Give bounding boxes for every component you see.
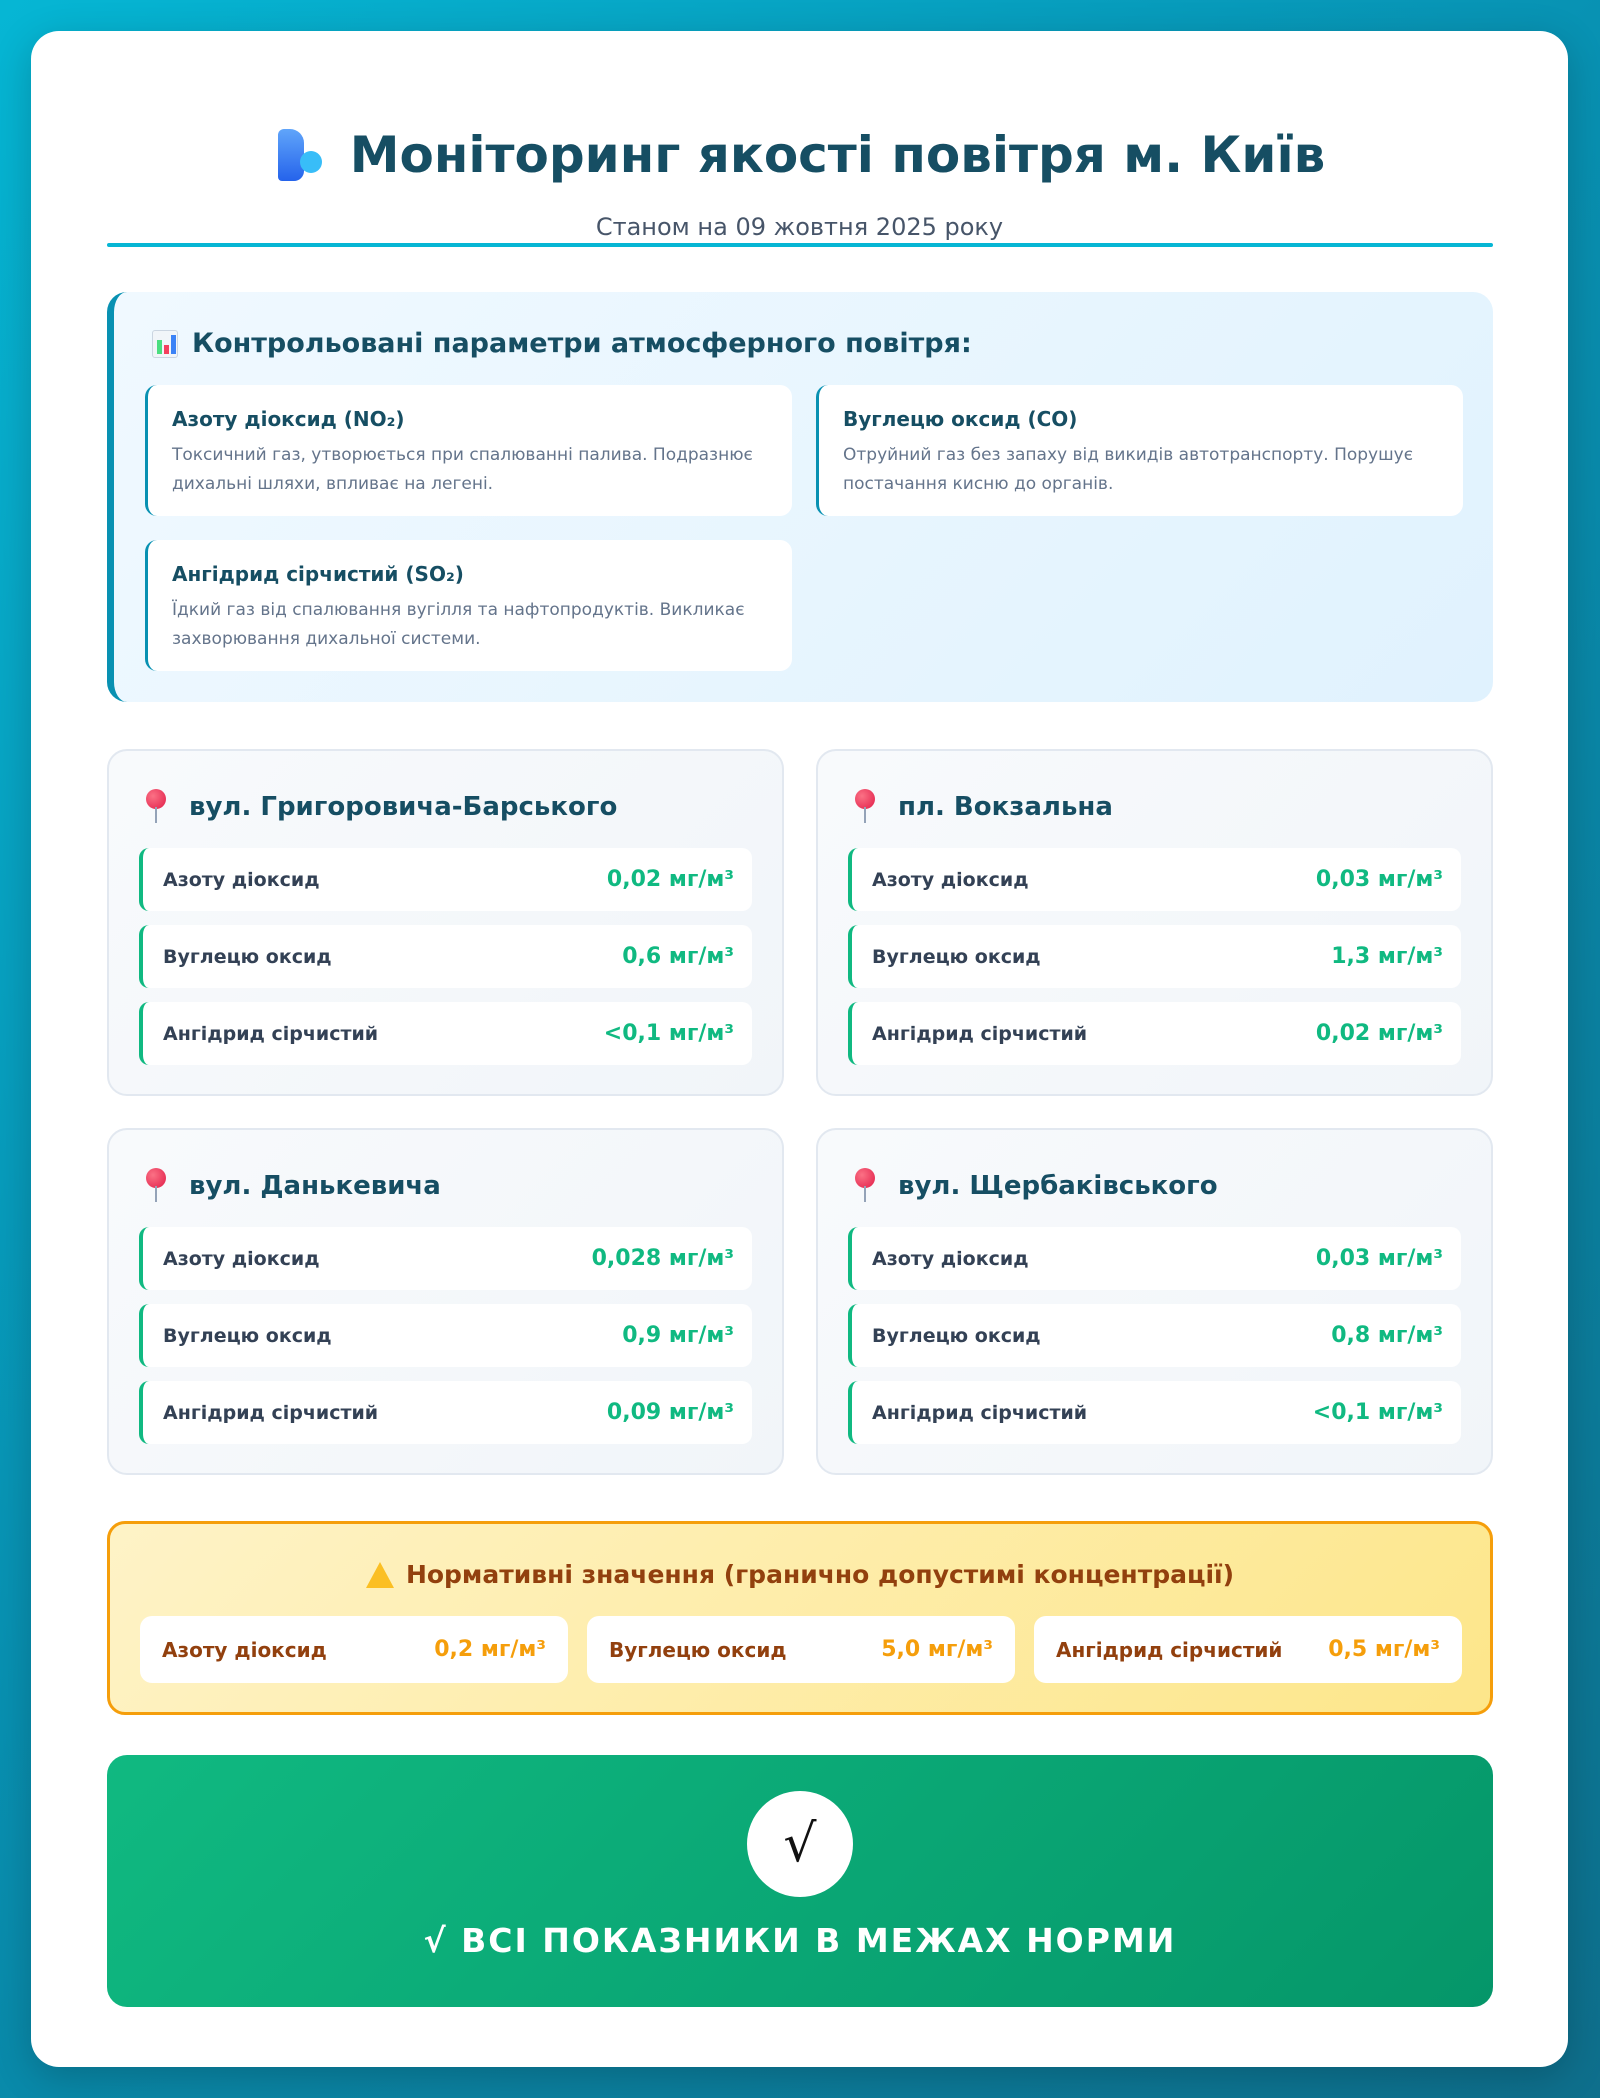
- parameter-description: Отруйний газ без запаху від викидів авто…: [843, 445, 1414, 494]
- pushpin-icon: [145, 1168, 167, 1204]
- reading-row: Вуглецю оксид 0,8 мг/м³: [848, 1304, 1461, 1367]
- checkmark-icon: √: [747, 1791, 853, 1897]
- reading-value: 0,09 мг/м³: [606, 1400, 734, 1425]
- reading-value: 0,03 мг/м³: [1315, 1246, 1443, 1271]
- reading-value: 0,02 мг/м³: [606, 867, 734, 892]
- report-card: Моніторинг якості повітря м. Київ Станом…: [31, 31, 1568, 2067]
- station-card: пл. Вокзальна Азоту діоксид 0,03 мг/м³ Ву…: [816, 749, 1493, 1096]
- reading-label: Вуглецю оксид: [872, 945, 1041, 968]
- norms-heading: Нормативні значення (гранично допустимі …: [110, 1560, 1490, 1589]
- reading-value: <0,1 мг/м³: [1312, 1400, 1443, 1425]
- station-card: вул. Щербаківського Азоту діоксид 0,03 мг…: [816, 1128, 1493, 1475]
- parameters-heading-text: Контрольовані параметри атмосферного пов…: [192, 328, 972, 359]
- norms-section: Нормативні значення (гранично допустимі …: [107, 1521, 1493, 1715]
- station-name-text: вул. Щербаківського: [898, 1171, 1218, 1201]
- page-title-text: Моніторинг якості повітря м. Київ: [349, 126, 1326, 184]
- parameter-card-co: Вуглецю оксид (CO) Отруйний газ без запа…: [816, 385, 1463, 516]
- parameter-card-no2: Азоту діоксид (NO₂) Токсичний газ, утвор…: [145, 385, 792, 516]
- norms-heading-text: Нормативні значення (гранично допустимі …: [405, 1560, 1235, 1589]
- norm-label: Ангідрид сірчистий: [1056, 1637, 1283, 1662]
- station-name-text: вул. Григоровича-Барського: [189, 792, 618, 822]
- reading-label: Вуглецю оксид: [872, 1324, 1041, 1347]
- parameters-heading: Контрольовані параметри атмосферного пов…: [152, 328, 972, 359]
- parameter-title: Вуглецю оксид (CO): [843, 407, 1078, 431]
- reading-value: 0,03 мг/м³: [1315, 867, 1443, 892]
- reading-row: Азоту діоксид 0,03 мг/м³: [848, 848, 1461, 911]
- bar-chart-icon: [152, 329, 178, 358]
- reading-value: 0,6 мг/м³: [622, 944, 734, 969]
- reading-value: <0,1 мг/м³: [603, 1021, 734, 1046]
- reading-label: Вуглецю оксид: [163, 1324, 332, 1347]
- reading-row: Вуглецю оксид 0,9 мг/м³: [139, 1304, 752, 1367]
- norm-label: Азоту діоксид: [162, 1637, 327, 1662]
- reading-value: 0,9 мг/м³: [622, 1323, 734, 1348]
- reading-label: Азоту діоксид: [872, 868, 1029, 891]
- divider: [107, 243, 1493, 247]
- station-name: пл. Вокзальна: [854, 789, 1113, 825]
- reading-label: Вуглецю оксид: [163, 945, 332, 968]
- reading-row: Ангідрид сірчистий <0,1 мг/м³: [139, 1002, 752, 1065]
- norm-value: 5,0 мг/м³: [881, 1637, 993, 1662]
- station-name: вул. Щербаківського: [854, 1168, 1218, 1204]
- parameter-title: Азоту діоксид (NO₂): [172, 407, 405, 431]
- reading-label: Ангідрид сірчистий: [872, 1401, 1088, 1424]
- norm-value: 0,2 мг/м³: [434, 1637, 546, 1662]
- norm-item: Вуглецю оксид 5,0 мг/м³: [587, 1616, 1015, 1683]
- pushpin-icon: [854, 789, 876, 825]
- status-text: √ ВСІ ПОКАЗНИКИ В МЕЖАХ НОРМИ: [423, 1921, 1177, 1960]
- parameter-description: Токсичний газ, утворюється при спалюванн…: [172, 445, 753, 494]
- pushpin-icon: [145, 789, 167, 825]
- status-banner: √ √ ВСІ ПОКАЗНИКИ В МЕЖАХ НОРМИ: [107, 1755, 1493, 2007]
- reading-row: Азоту діоксид 0,028 мг/м³: [139, 1227, 752, 1290]
- parameter-description: Їдкий газ від спалювання вугілля та нафт…: [172, 600, 745, 649]
- reading-value: 0,02 мг/м³: [1315, 1021, 1443, 1046]
- reading-label: Азоту діоксид: [872, 1247, 1029, 1270]
- station-name-text: вул. Данькевича: [189, 1171, 441, 1201]
- reading-row: Ангідрид сірчистий <0,1 мг/м³: [848, 1381, 1461, 1444]
- report-date: Станом на 09 жовтня 2025 року: [595, 213, 1004, 241]
- norm-value: 0,5 мг/м³: [1328, 1637, 1440, 1662]
- warning-icon: [365, 1561, 394, 1588]
- reading-label: Ангідрид сірчистий: [163, 1022, 379, 1045]
- reading-row: Азоту діоксид 0,02 мг/м³: [139, 848, 752, 911]
- station-name: вул. Григоровича-Барського: [145, 789, 617, 825]
- norm-item: Азоту діоксид 0,2 мг/м³: [140, 1616, 568, 1683]
- parameters-section: Контрольовані параметри атмосферного пов…: [107, 292, 1493, 702]
- reading-row: Азоту діоксид 0,03 мг/м³: [848, 1227, 1461, 1290]
- page-title: Моніторинг якості повітря м. Київ: [31, 126, 1568, 184]
- reading-label: Ангідрид сірчистий: [163, 1401, 379, 1424]
- station-name: вул. Данькевича: [145, 1168, 441, 1204]
- station-name-text: пл. Вокзальна: [898, 792, 1113, 822]
- reading-row: Вуглецю оксид 0,6 мг/м³: [139, 925, 752, 988]
- reading-label: Азоту діоксид: [163, 1247, 320, 1270]
- reading-row: Ангідрид сірчистий 0,02 мг/м³: [848, 1002, 1461, 1065]
- norm-label: Вуглецю оксид: [609, 1637, 787, 1662]
- station-card: вул. Данькевича Азоту діоксид 0,028 мг/м³…: [107, 1128, 784, 1475]
- reading-label: Ангідрид сірчистий: [872, 1022, 1088, 1045]
- reading-value: 0,028 мг/м³: [591, 1246, 734, 1271]
- reading-row: Ангідрид сірчистий 0,09 мг/м³: [139, 1381, 752, 1444]
- reading-value: 1,3 мг/м³: [1331, 944, 1443, 969]
- parameter-card-so2: Ангідрид сірчистий (SO₂) Їдкий газ від с…: [145, 540, 792, 671]
- station-card: вул. Григоровича-Барського Азоту діоксид…: [107, 749, 784, 1096]
- reading-row: Вуглецю оксид 1,3 мг/м³: [848, 925, 1461, 988]
- parameter-title: Ангідрид сірчистий (SO₂): [172, 562, 464, 586]
- reading-value: 0,8 мг/м³: [1331, 1323, 1443, 1348]
- norm-item: Ангідрид сірчистий 0,5 мг/м³: [1034, 1616, 1462, 1683]
- face-exhaling-icon: [274, 127, 328, 183]
- reading-label: Азоту діоксид: [163, 868, 320, 891]
- pushpin-icon: [854, 1168, 876, 1204]
